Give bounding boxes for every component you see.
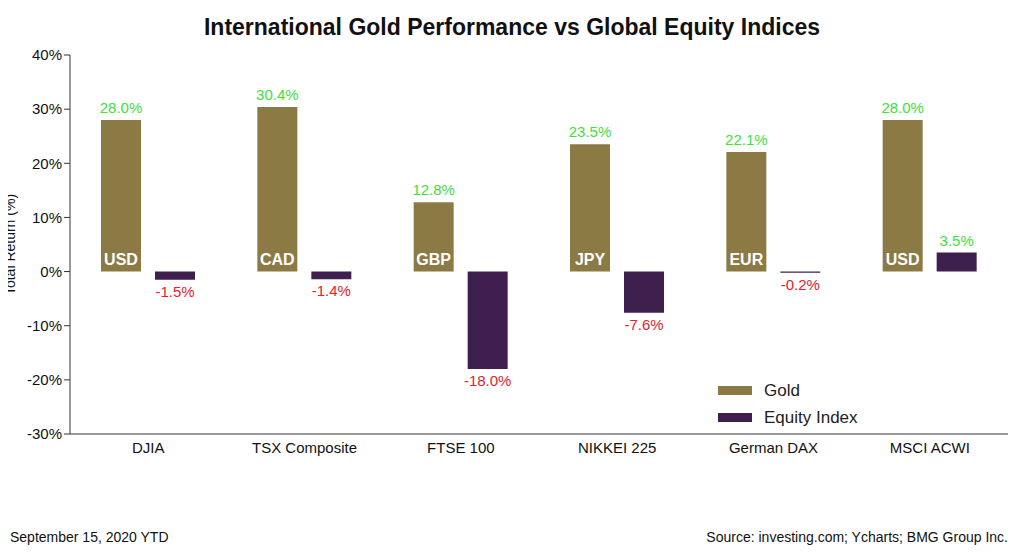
svg-text:20%: 20% [32, 155, 62, 172]
svg-text:10%: 10% [32, 209, 62, 226]
svg-text:Total Return (%): Total Return (%) [8, 194, 18, 295]
svg-text:DJIA: DJIA [132, 439, 165, 456]
svg-text:USD: USD [104, 251, 138, 268]
svg-text:German DAX: German DAX [729, 439, 818, 456]
svg-text:28.0%: 28.0% [100, 99, 143, 116]
svg-text:23.5%: 23.5% [569, 123, 612, 140]
html-text:Equity Index: Equity Index [764, 407, 858, 427]
html-text:September 15, 2020 YTD: September 15, 2020 YTD [10, 529, 169, 545]
html-text:International Gold Performance: International Gold Performance vs Global… [204, 14, 820, 40]
svg-text:-1.5%: -1.5% [155, 283, 194, 300]
svg-text:0%: 0% [40, 263, 62, 280]
svg-text:CAD: CAD [260, 251, 295, 268]
svg-text:22.1%: 22.1% [725, 131, 768, 148]
svg-text:FTSE 100: FTSE 100 [427, 439, 495, 456]
svg-text:USD: USD [886, 251, 920, 268]
html-text:Source: investing.com; Ycharts: Source: investing.com; Ycharts; BMG Grou… [706, 529, 1008, 545]
svg-text:40%: 40% [32, 46, 62, 63]
svg-text:JPY: JPY [575, 251, 606, 268]
html-text:Gold: Gold [764, 380, 800, 400]
svg-text:28.0%: 28.0% [881, 99, 924, 116]
svg-text:MSCI ACWI: MSCI ACWI [890, 439, 970, 456]
svg-text:-18.0%: -18.0% [464, 372, 512, 389]
svg-text:NIKKEI 225: NIKKEI 225 [578, 439, 656, 456]
svg-text:-10%: -10% [27, 317, 62, 334]
svg-text:30.4%: 30.4% [256, 86, 299, 103]
svg-text:-0.2%: -0.2% [781, 276, 820, 293]
svg-text:GBP: GBP [416, 251, 451, 268]
svg-text:-7.6%: -7.6% [624, 316, 663, 333]
svg-text:-1.4%: -1.4% [312, 282, 351, 299]
svg-text:TSX Composite: TSX Composite [252, 439, 357, 456]
svg-text:-30%: -30% [27, 425, 62, 442]
svg-text:12.8%: 12.8% [412, 181, 455, 198]
svg-text:EUR: EUR [729, 251, 763, 268]
svg-text:3.5%: 3.5% [940, 232, 974, 249]
svg-text:-20%: -20% [27, 371, 62, 388]
svg-text:30%: 30% [32, 100, 62, 117]
